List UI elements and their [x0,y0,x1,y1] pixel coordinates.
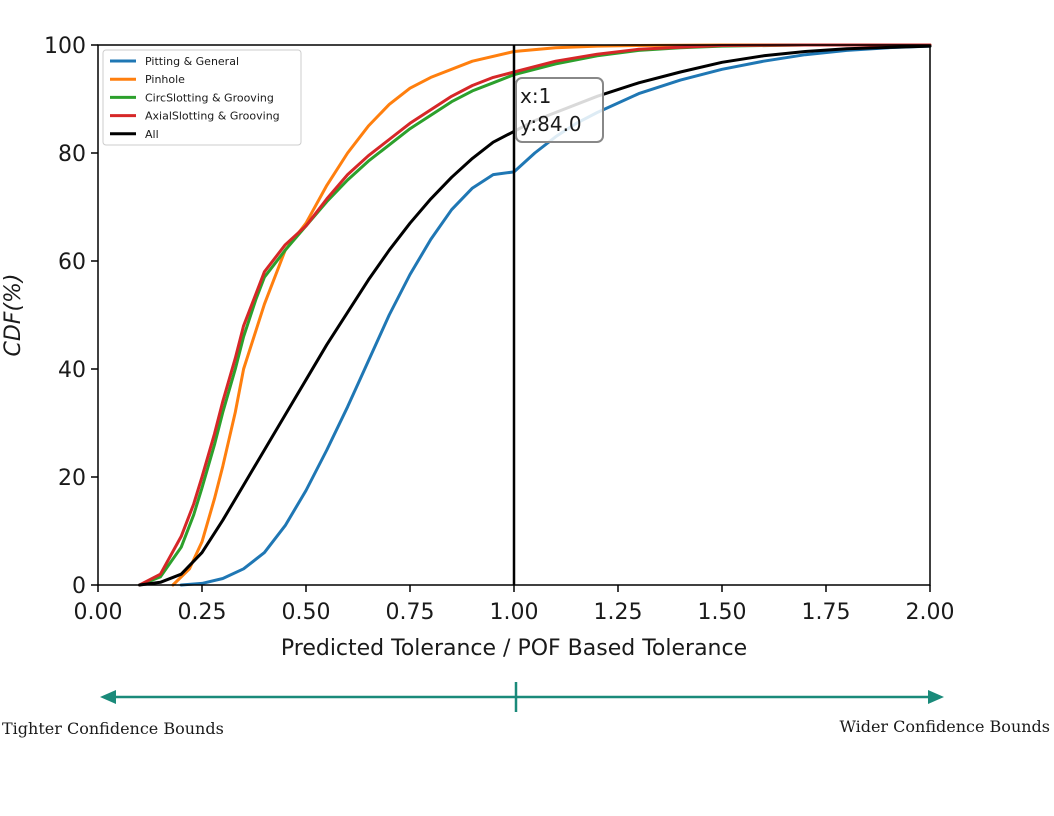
legend-label-3: AxialSlotting & Grooving [145,110,280,123]
series-line-4 [138,44,932,587]
series-line-3 [138,43,932,587]
y-axis-label: CDF(%) [1,273,26,356]
series-line-0 [179,44,932,587]
y-tick-label-5: 100 [44,34,86,59]
y-tick-label-0: 0 [72,574,86,599]
annotation-x-text: x:1 [520,84,551,108]
x-tick-label-3: 0.75 [386,600,435,625]
x-tick-label-2: 0.50 [282,600,331,625]
y-tick-label-4: 80 [58,142,86,167]
confidence-bounds-arrow: Tighter Confidence Bounds Wider Confidenc… [2,682,1050,738]
series-line-2 [138,43,932,587]
x-tick-label-5: 1.25 [594,600,643,625]
left-arrowhead [100,690,116,704]
series-line-1 [171,43,932,587]
x-tick-label-4: 1.00 [490,600,539,625]
wider-bounds-label: Wider Confidence Bounds [839,717,1050,736]
series-layer [138,43,932,587]
x-tick-label-1: 0.25 [178,600,227,625]
legend-label-2: CircSlotting & Grooving [145,91,274,104]
annotation-box [515,77,604,143]
legend: Pitting & General Pinhole CircSlotting & G… [102,49,302,146]
x-tick-label-0: 0.00 [74,600,123,625]
x-tick-label-7: 1.75 [802,600,851,625]
tighter-bounds-label: Tighter Confidence Bounds [2,719,224,738]
legend-label-4: All [145,128,159,141]
right-arrowhead [928,690,944,704]
annotation-y-text: y:84.0 [520,112,582,136]
y-tick-label-2: 40 [58,358,86,383]
y-tick-label-3: 60 [58,250,86,275]
y-tick-label-1: 20 [58,466,86,491]
legend-label-1: Pinhole [145,73,185,86]
legend-label-0: Pitting & General [145,55,239,68]
x-tick-label-8: 2.00 [906,600,955,625]
annotation: x:1 y:84.0 [512,45,604,585]
x-tick-label-6: 1.50 [698,600,747,625]
axes-layer: 0.00 0.25 0.50 0.75 1.00 1.25 1.50 1.75 2.00 0 20 4… [1,34,954,661]
legend-box [102,49,302,146]
x-axis-label: Predicted Tolerance / POF Based Toleranc… [281,636,747,661]
